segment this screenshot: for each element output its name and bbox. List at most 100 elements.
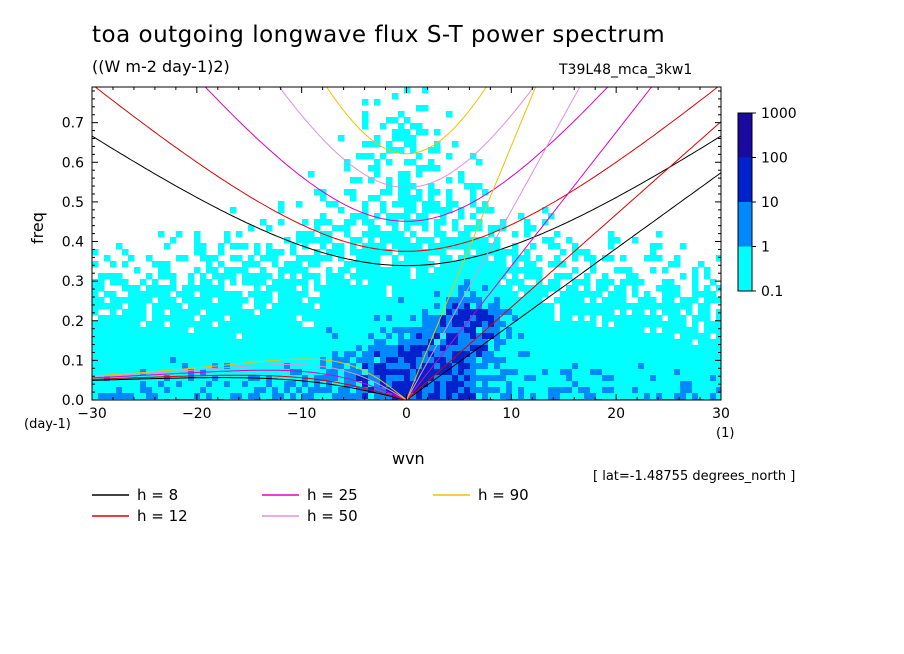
contour-cell (680, 369, 687, 376)
contour-cell (338, 357, 345, 364)
contour-cell (662, 381, 669, 388)
contour-cell (224, 393, 231, 400)
contour-cell (410, 327, 417, 334)
contour-cell (368, 333, 375, 340)
contour-cell (656, 321, 663, 328)
contour-cell (218, 315, 225, 322)
contour-cell (224, 267, 231, 274)
contour-cell (344, 393, 351, 400)
contour-cell (374, 159, 381, 166)
contour-cell (620, 255, 627, 262)
contour-cell (146, 327, 153, 334)
contour-cell (560, 357, 567, 364)
contour-cell (506, 345, 513, 352)
contour-cell (428, 345, 435, 352)
contour-cell (500, 291, 507, 298)
contour-cell (632, 351, 639, 358)
contour-cell (626, 387, 633, 394)
contour-cell (362, 141, 369, 148)
contour-cell (590, 303, 597, 310)
contour-cell (230, 297, 237, 304)
contour-cell (182, 345, 189, 352)
contour-cell (314, 333, 321, 340)
contour-cell (620, 393, 627, 400)
contour-cell (356, 237, 363, 244)
contour-cell (170, 297, 177, 304)
contour-cell (620, 327, 627, 334)
contour-cell (158, 381, 165, 388)
contour-cell (494, 249, 501, 256)
contour-cell (386, 303, 393, 310)
contour-cell (512, 243, 519, 250)
contour-cell (500, 333, 507, 340)
contour-cell (212, 291, 219, 298)
contour-cell (404, 261, 411, 268)
contour-cell (470, 195, 477, 202)
contour-cell (554, 279, 561, 286)
contour-cell (410, 255, 417, 262)
contour-cell (464, 393, 471, 400)
contour-cell (698, 363, 705, 370)
contour-cell (272, 351, 279, 358)
contour-cell (260, 309, 267, 316)
contour-cell (554, 297, 561, 304)
contour-cell (386, 279, 393, 286)
contour-cell (584, 321, 591, 328)
x-tick-label: 30 (712, 406, 730, 422)
contour-cell (92, 321, 99, 328)
contour-cell (206, 357, 213, 364)
contour-cell (302, 345, 309, 352)
contour-cell (536, 273, 543, 280)
contour-cell (182, 333, 189, 340)
contour-cell (242, 297, 249, 304)
contour-cell (704, 327, 711, 334)
contour-cell (590, 393, 597, 400)
contour-cell (200, 315, 207, 322)
contour-cell (134, 285, 141, 292)
contour-cell (440, 315, 447, 322)
contour-cell (296, 279, 303, 286)
contour-cell (584, 249, 591, 256)
contour-cell (452, 363, 459, 370)
contour-cell (266, 351, 273, 358)
contour-cell (488, 297, 495, 304)
contour-cell (434, 393, 441, 400)
contour-cell (236, 375, 243, 382)
contour-cell (536, 351, 543, 358)
contour-cell (98, 315, 105, 322)
contour-cell (416, 285, 423, 292)
contour-cell (656, 285, 663, 292)
contour-cell (326, 345, 333, 352)
contour-cell (320, 333, 327, 340)
contour-cell (284, 291, 291, 298)
contour-cell (470, 387, 477, 394)
contour-cell (362, 99, 369, 106)
contour-cell (692, 393, 699, 400)
contour-cell (374, 279, 381, 286)
contour-cell (530, 315, 537, 322)
contour-cell (578, 315, 585, 322)
contour-cell (704, 387, 711, 394)
contour-cell (530, 381, 537, 388)
contour-cell (620, 357, 627, 364)
contour-cell (212, 357, 219, 364)
contour-cell (500, 339, 507, 346)
contour-cell (620, 351, 627, 358)
contour-cell (266, 315, 273, 322)
contour-cell (560, 333, 567, 340)
contour-cell (500, 255, 507, 262)
contour-cell (710, 291, 717, 298)
contour-cell (494, 327, 501, 334)
contour-cell (332, 309, 339, 316)
contour-cell (158, 273, 165, 280)
contour-cell (446, 393, 453, 400)
contour-cell (272, 339, 279, 346)
contour-cell (140, 345, 147, 352)
contour-cell (392, 135, 399, 142)
contour-cell (128, 357, 135, 364)
contour-cell (290, 303, 297, 310)
contour-cell (254, 381, 261, 388)
contour-cell (518, 345, 525, 352)
contour-cell (230, 357, 237, 364)
contour-cell (332, 285, 339, 292)
